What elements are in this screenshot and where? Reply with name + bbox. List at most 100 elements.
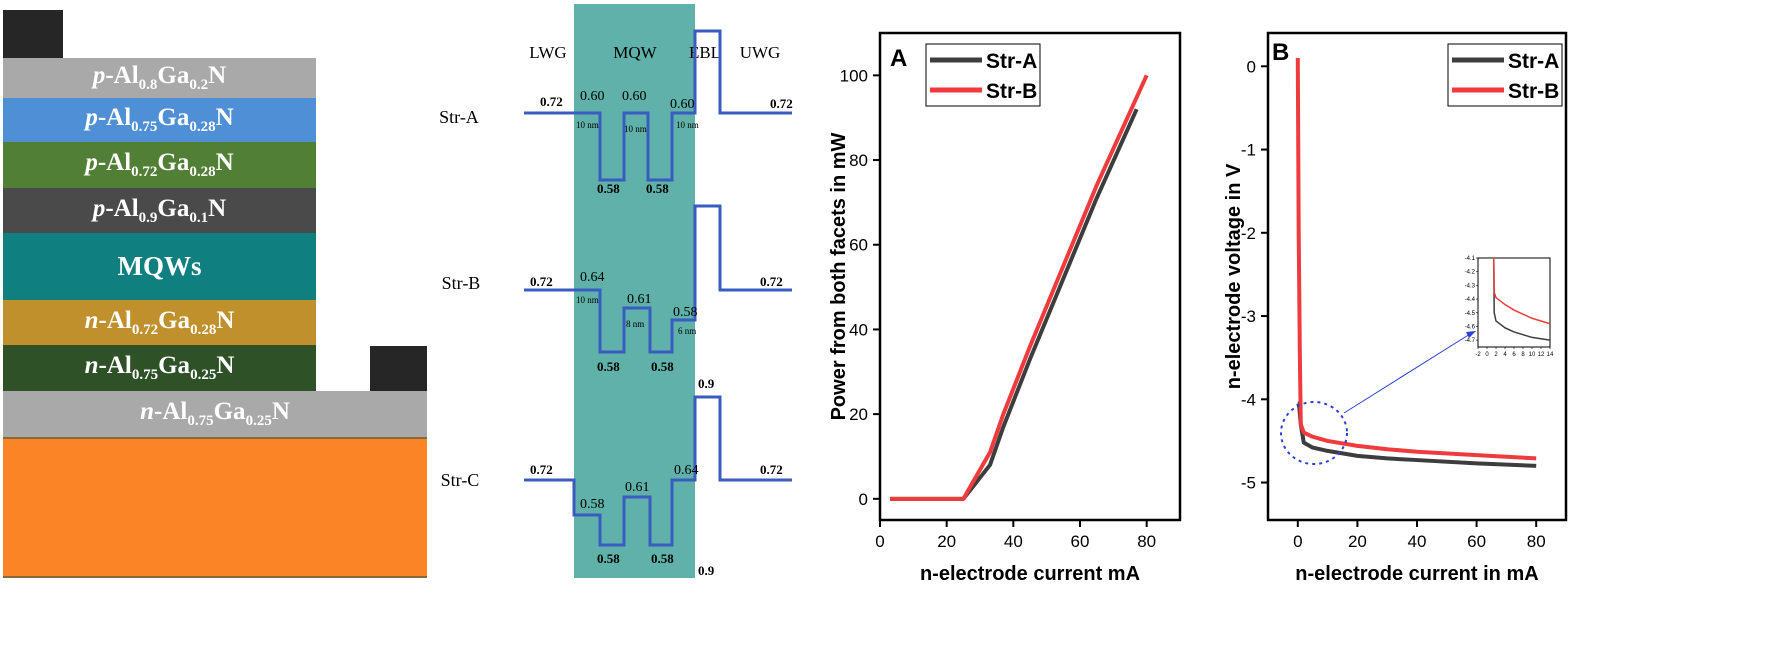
- layer-composition: p-Al0.9Ga0.1N: [92, 194, 227, 226]
- y-tick-label: 0: [1247, 57, 1256, 76]
- thickness-label: 10 nm: [624, 124, 647, 134]
- layer-composition: p-Al0.75Ga0.28N: [85, 104, 234, 135]
- legend-box: [1447, 43, 1563, 107]
- structure-label: Str-B: [442, 273, 481, 293]
- layer-5: MQWs: [3, 233, 316, 300]
- y-tick-label: -4: [1241, 390, 1256, 409]
- inset-y-tick-label: -4.3: [1465, 283, 1476, 289]
- str-b-profile: [524, 204, 792, 354]
- band-value: 0.58: [673, 305, 698, 320]
- inset-line-Str-B: [1493, 257, 1551, 325]
- x-tick-label: 20: [1348, 532, 1367, 551]
- legend-label: Str-A: [1508, 50, 1559, 73]
- band-value: 0.64: [674, 463, 699, 478]
- x-axis-label: n-electrode current in mA: [1295, 563, 1538, 585]
- inset-y-tick-label: -4.1: [1465, 256, 1476, 262]
- inset-x-tick-label: 4: [1503, 352, 1507, 358]
- band-value: 0.9: [698, 563, 715, 578]
- band-value: 0.58: [651, 551, 674, 566]
- band-value: 0.72: [530, 274, 553, 289]
- band-value: 0.72: [770, 96, 793, 111]
- layer-8: n-Al0.75Ga0.25N: [3, 391, 427, 437]
- band-value: 0.60: [670, 97, 695, 112]
- y-tick-label: 0: [859, 490, 868, 509]
- band-value: 0.72: [760, 462, 783, 477]
- inset-line-Str-A: [1493, 257, 1551, 341]
- band-value: 0.61: [625, 480, 650, 495]
- inset-y-tick-label: -4.5: [1465, 311, 1476, 317]
- legend-label: Str-A: [986, 50, 1037, 73]
- layer-1: p-Al0.8Ga0.2N: [3, 58, 316, 98]
- x-tick-label: 80: [1137, 532, 1156, 551]
- series-line-Str-B: [890, 74, 1149, 501]
- x-tick-label: 60: [1071, 532, 1090, 551]
- y-tick-label: 60: [849, 236, 868, 255]
- inset-x-tick-label: 12: [1538, 352, 1545, 358]
- x-tick-label: 0: [1293, 532, 1302, 551]
- band-value: 0.61: [627, 292, 652, 307]
- x-axis-label: n-electrode current mA: [920, 563, 1140, 585]
- inset-x-tick-label: 6: [1512, 352, 1516, 358]
- structure-label: Str-C: [441, 470, 480, 490]
- band-value: 0.58: [651, 359, 674, 374]
- inset-y-tick-label: -4.4: [1465, 297, 1476, 303]
- layer-composition: p-Al0.8Ga0.2N: [92, 62, 227, 93]
- y-tick-label: 80: [849, 151, 868, 170]
- band-value: 0.64: [580, 270, 605, 285]
- x-tick-label: 40: [1408, 532, 1427, 551]
- panel-letter: B: [1272, 39, 1289, 66]
- thickness-label: 10 nm: [576, 120, 599, 130]
- inset-x-tick-label: -2: [1475, 352, 1481, 358]
- y-tick-label: -5: [1241, 474, 1256, 493]
- inset-y-tick-label: -4.6: [1465, 324, 1476, 330]
- str-a-profile: [524, 29, 792, 182]
- zoom-arrow: [1343, 333, 1471, 414]
- region-header: MQW: [613, 43, 657, 62]
- layer-label: MQWs: [117, 251, 202, 281]
- series-line-Str-A: [890, 108, 1139, 501]
- inset-x-tick-label: 10: [1529, 352, 1536, 358]
- region-header: LWG: [529, 43, 566, 62]
- structure-label: Str-A: [439, 107, 479, 127]
- band-value: 0.72: [540, 94, 563, 109]
- inset-x-tick-label: 0: [1485, 352, 1489, 358]
- y-tick-label: -3: [1241, 307, 1256, 326]
- str-c-profile: [524, 395, 792, 547]
- layer-2: p-Al0.75Ga0.28N: [3, 98, 316, 142]
- inset-x-tick-label: 8: [1521, 352, 1525, 358]
- inset-x-tick-label: 14: [1547, 352, 1554, 358]
- thickness-label: 10 nm: [576, 295, 599, 305]
- band-value: 0.58: [597, 551, 620, 566]
- band-value: 0.72: [530, 462, 553, 477]
- region-header: EBL: [689, 43, 721, 62]
- p-contact: [3, 10, 63, 58]
- layer-composition: n-Al0.72Ga0.28N: [84, 306, 235, 338]
- y-tick-label: -2: [1241, 224, 1256, 243]
- layer-3: p-Al0.72Ga0.28N: [3, 142, 316, 188]
- layer-7: n-Al0.75Ga0.25N: [3, 345, 316, 391]
- legend-label: Str-B: [986, 80, 1037, 103]
- band-value: 0.58: [580, 497, 605, 512]
- band-value: 0.60: [580, 89, 605, 104]
- layer-4: p-Al0.9Ga0.1N: [3, 188, 316, 233]
- layer-composition: n-Al0.75Ga0.25N: [140, 398, 290, 429]
- x-tick-label: 20: [937, 532, 956, 551]
- band-value: 0.58: [646, 181, 669, 196]
- band-value: 0.60: [622, 89, 647, 104]
- layer-composition: p-Al0.72Ga0.28N: [85, 149, 234, 180]
- thickness-label: 8 nm: [626, 319, 644, 329]
- inset-frame: [1477, 257, 1551, 348]
- series-line-Str-B: [1295, 57, 1537, 461]
- x-tick-label: 0: [875, 532, 884, 551]
- legend-box: [925, 43, 1041, 107]
- band-value: 0.58: [597, 181, 620, 196]
- zoom-circle: [1280, 401, 1348, 465]
- plot-frame-A: [878, 31, 1182, 522]
- y-tick-label: 40: [849, 320, 868, 339]
- inset-y-tick-label: -4.2: [1465, 270, 1476, 276]
- zoom-arrow-head: [1466, 331, 1476, 338]
- legend-label: Str-B: [1508, 80, 1559, 103]
- x-tick-label: 80: [1527, 532, 1546, 551]
